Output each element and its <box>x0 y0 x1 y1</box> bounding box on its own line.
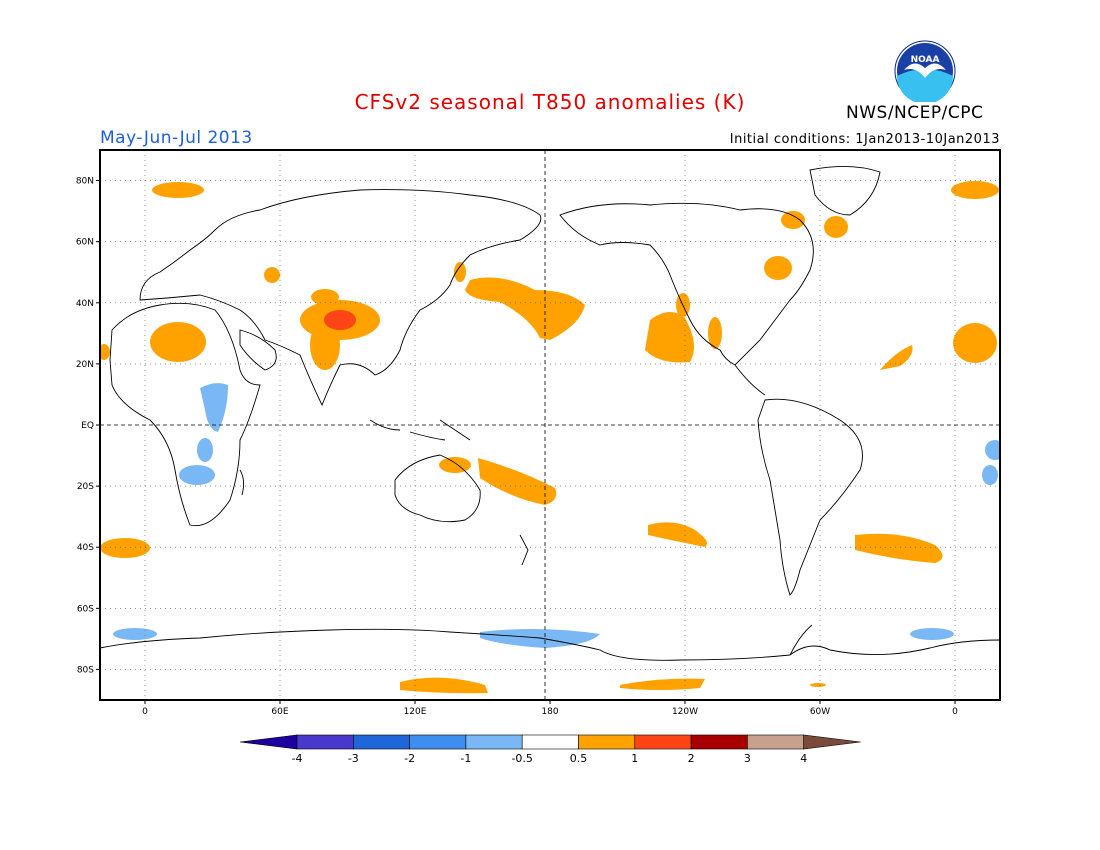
svg-text:NOAA: NOAA <box>911 55 940 65</box>
noaa-logo: NOAA <box>894 40 956 102</box>
anomaly-baffin <box>781 211 805 229</box>
anomaly-black-sea <box>264 267 280 283</box>
anomaly-north-pacific <box>465 277 585 340</box>
lat-tick-label: 20N <box>76 360 94 370</box>
anomaly-labrador-sea <box>824 216 848 238</box>
agency-label: NWS/NCEP/CPC <box>846 103 984 123</box>
colorbar: -4 -3 -2 -1 -0.5 0.5 1 2 3 4 <box>239 734 861 765</box>
anomaly-fields <box>100 181 1000 694</box>
map-title: CFSv2 seasonal T850 anomalies (K) <box>354 90 746 114</box>
lon-tick-label: 60E <box>271 707 288 717</box>
anomaly-antarctic-coast-180 <box>480 628 600 648</box>
colorbar-arrow-low <box>239 734 298 750</box>
lon-tick-label: 0 <box>142 707 148 717</box>
lat-tick-label: 60S <box>77 604 94 614</box>
anomaly-kamchatka <box>454 262 466 282</box>
lon-tick-label: 180 <box>541 707 558 717</box>
anomaly-central-africa <box>197 438 213 462</box>
colorbar-segment <box>465 734 523 750</box>
anomaly-mexico <box>708 317 722 349</box>
lat-tick-label: 60N <box>76 238 94 248</box>
latitude-ticks: 80N 60N 40N 20N EQ 20S 40S 60S 80S <box>76 177 100 675</box>
lon-tick-label: 60W <box>810 707 830 717</box>
lat-tick-label: 20S <box>77 482 94 492</box>
colorbar-label: -0.5 <box>511 752 532 765</box>
anomaly-hudson-bay <box>764 256 792 280</box>
lat-tick-label: EQ <box>81 421 94 431</box>
colorbar-segment <box>578 734 636 750</box>
lon-tick-label: 120W <box>672 707 698 717</box>
colorbar-label: -2 <box>404 752 415 765</box>
anomaly-india-north <box>310 320 340 370</box>
lat-tick-label: 40S <box>77 543 94 553</box>
colorbar-label: 0.5 <box>570 752 588 765</box>
lon-tick-label: 120E <box>404 707 427 717</box>
colorbar-label: -4 <box>292 752 303 765</box>
anomaly-new-guinea <box>439 457 471 473</box>
anomaly-barents-east <box>951 181 999 199</box>
colorbar-label: 1 <box>631 752 638 765</box>
colorbar-segment <box>747 734 805 750</box>
colorbar-segment <box>690 734 748 750</box>
anomaly-africa-east-edge2 <box>982 465 998 485</box>
colorbar-segment <box>409 734 467 750</box>
anomaly-south-atlantic-west <box>100 538 150 558</box>
colorbar-label: -1 <box>460 752 471 765</box>
anomaly-south-pacific <box>648 522 708 547</box>
coastlines <box>100 165 1000 661</box>
anomaly-south-atlantic <box>855 533 943 563</box>
anomaly-ne-pacific <box>645 311 694 363</box>
colorbar-segment <box>296 734 354 750</box>
lon-tick-label: 0 <box>952 707 958 717</box>
anomaly-tropical-atlantic <box>880 345 913 370</box>
anomaly-southern-africa <box>179 465 215 485</box>
colorbar-arrow-high <box>803 734 861 750</box>
lat-tick-label: 40N <box>76 299 94 309</box>
colorbar-label: 3 <box>744 752 751 765</box>
colorbar-segment <box>634 734 692 750</box>
colorbar-label: 4 <box>800 752 807 765</box>
colorbar-segment <box>352 734 410 750</box>
anomaly-east-africa <box>200 383 228 432</box>
anomaly-sw-pacific <box>478 458 557 505</box>
lat-tick-label: 80N <box>76 177 94 187</box>
anomaly-sahara-edge <box>100 344 110 360</box>
anomaly-tibet-strong <box>324 310 356 330</box>
colorbar-segment <box>521 734 579 750</box>
anomaly-africa-east-edge <box>985 440 1000 460</box>
anomaly-sahara-east <box>953 323 997 363</box>
anomaly-antarctic-coast-360 <box>910 628 954 640</box>
anomaly-caspian <box>311 289 339 305</box>
anomaly-antarctic-coast-0 <box>113 628 157 640</box>
anomaly-sahara-west <box>150 322 206 362</box>
anomaly-antarctica-west <box>620 678 705 690</box>
season-label: May-Jun-Jul 2013 <box>100 128 253 148</box>
initial-conditions-label: Initial conditions: 1Jan2013-10Jan2013 <box>729 132 1000 147</box>
lat-tick-label: 80S <box>77 665 94 675</box>
anomaly-antarctica-east <box>400 677 488 694</box>
colorbar-label: -3 <box>348 752 359 765</box>
anomaly-barents-west <box>152 182 204 198</box>
longitude-ticks: 0 60E 120E 180 120W 60W 0 <box>142 700 958 717</box>
anomaly-antarctica-small <box>810 683 826 687</box>
colorbar-label: 2 <box>688 752 695 765</box>
